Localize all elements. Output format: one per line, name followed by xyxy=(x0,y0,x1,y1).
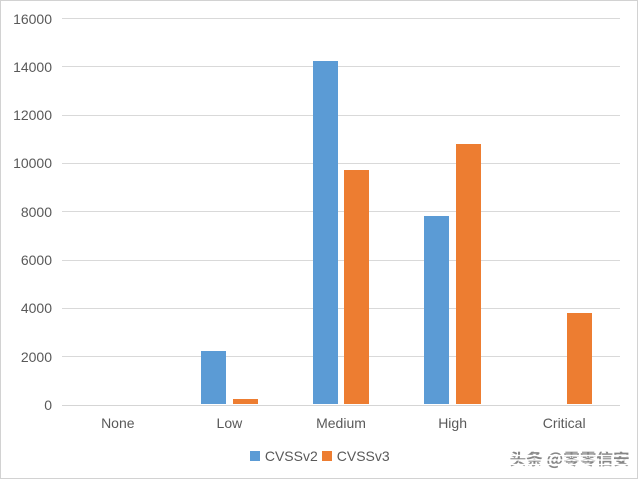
gridline-10000 xyxy=(62,162,620,164)
legend-label-cvssv2: CVSSv2 xyxy=(264,448,318,464)
y-tick-label-16000: 16000 xyxy=(13,10,52,27)
y-tick-label-12000: 12000 xyxy=(13,107,52,124)
bar-cvssv2-high xyxy=(424,216,450,405)
x-tick-label-medium: Medium xyxy=(316,415,366,431)
y-tick-label-6000: 6000 xyxy=(20,252,52,269)
gridline-8000 xyxy=(62,211,620,213)
legend-swatch-cvssv2 xyxy=(250,451,261,461)
y-tick-label-8000: 8000 xyxy=(20,203,52,220)
bar-cvssv3-medium xyxy=(344,170,370,405)
legend: CVSSv2 CVSSv3 xyxy=(0,448,640,464)
legend-swatch-cvssv3 xyxy=(322,451,333,461)
gridline-12000 xyxy=(62,114,620,116)
gridline-14000 xyxy=(62,66,620,68)
y-tick-label-4000: 4000 xyxy=(20,300,52,317)
bar-cvssv3-critical xyxy=(567,312,593,405)
y-tick-label-0: 0 xyxy=(44,397,52,413)
y-tick-label-2000: 2000 xyxy=(20,348,52,365)
bar-cvssv3-low xyxy=(232,398,258,405)
x-tick-label-low: Low xyxy=(216,415,243,431)
gridline-4000 xyxy=(62,307,620,309)
y-tick-label-14000: 14000 xyxy=(13,58,52,75)
bar-cvssv2-low xyxy=(201,351,227,405)
x-axis-line xyxy=(62,404,620,406)
x-tick-label-none: None xyxy=(101,415,135,431)
gridline-2000 xyxy=(62,356,620,358)
legend-label-cvssv3: CVSSv3 xyxy=(336,448,390,464)
bar-cvssv3-high xyxy=(455,143,481,405)
x-tick-label-critical: Critical xyxy=(542,415,586,431)
gridline-16000 xyxy=(62,18,620,19)
bar-cvssv2-medium xyxy=(312,61,338,405)
x-tick-label-high: High xyxy=(438,415,467,431)
gridline-6000 xyxy=(62,259,620,261)
y-tick-label-10000: 10000 xyxy=(13,155,52,172)
